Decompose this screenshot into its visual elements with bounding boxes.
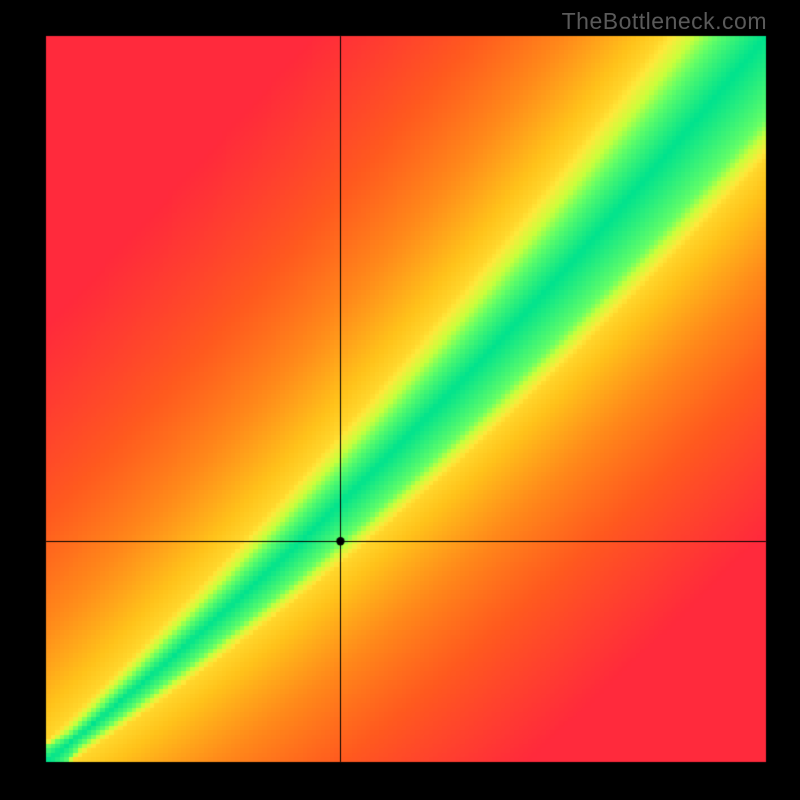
overlay-canvas [0, 0, 800, 800]
watermark-text: TheBottleneck.com [562, 8, 767, 35]
figure-root: TheBottleneck.com [0, 0, 800, 800]
